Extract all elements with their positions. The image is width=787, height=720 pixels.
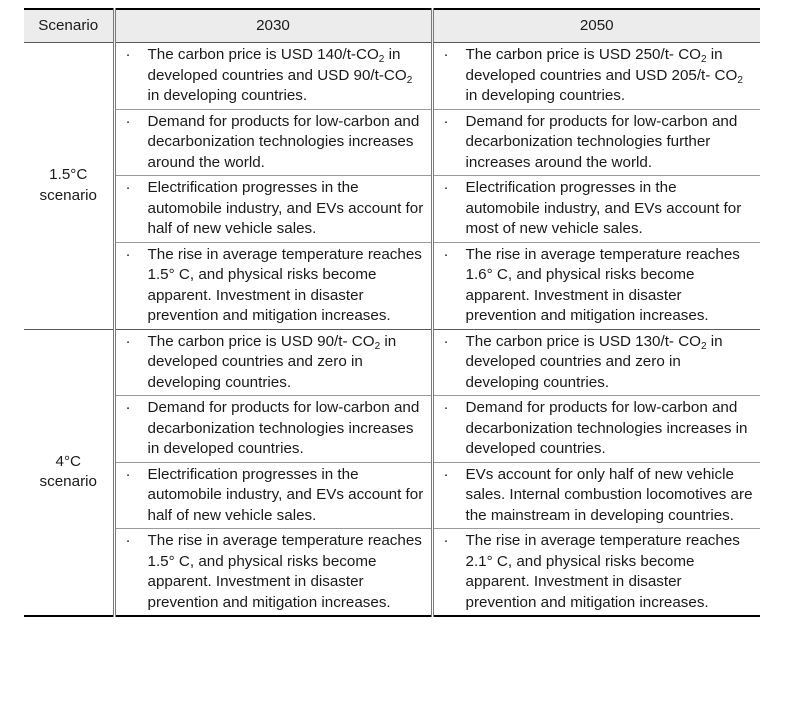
bullet-icon: · bbox=[443, 465, 449, 483]
list-item: · Demand for products for low-carbon and … bbox=[433, 395, 760, 462]
bullet-icon: · bbox=[125, 532, 131, 549]
bullet-icon: · bbox=[125, 465, 131, 483]
list-item: · EVs account for only half of new vehicl… bbox=[433, 461, 760, 529]
list-item: · The rise in average temperature reaches… bbox=[433, 241, 760, 329]
bullet-icon: · bbox=[443, 532, 449, 549]
list-item: · Demand for products for low-carbon and … bbox=[115, 395, 431, 462]
scenario-label-4c: 4°C scenario bbox=[24, 328, 116, 617]
bullet-icon: · bbox=[443, 46, 449, 63]
list-item: · The rise in average temperature reaches… bbox=[115, 528, 431, 615]
scenario-label-1-5c: 1.5°C scenario bbox=[24, 42, 116, 330]
list-item: · Electrification progresses in the autom… bbox=[433, 175, 760, 242]
header-2030: 2030 bbox=[114, 8, 434, 43]
header-row: Scenario 2030 2050 bbox=[24, 8, 760, 43]
bullet-icon: · bbox=[125, 332, 131, 350]
bullet-icon: · bbox=[443, 112, 449, 130]
bullet-icon: · bbox=[125, 112, 131, 130]
cell-4c-2050: · The carbon price is USD 130/t- CO2 in d… bbox=[432, 328, 760, 617]
list-item: · The carbon price is USD 90/t- CO2 in de… bbox=[125, 332, 397, 391]
cell-1-5c-2050: · The carbon price is USD 250/t- CO2 in d… bbox=[432, 42, 760, 330]
table-row: 1.5°C scenario · The carbon price is USD … bbox=[24, 42, 760, 330]
cell-4c-2030: · The carbon price is USD 90/t- CO2 in de… bbox=[114, 328, 434, 617]
list-item: · Demand for products for low-carbon and … bbox=[433, 108, 760, 176]
bullet-icon: · bbox=[125, 399, 131, 416]
scenario-name: 4°C bbox=[55, 452, 82, 470]
bullet-icon: · bbox=[443, 179, 449, 196]
bullet-icon: · bbox=[125, 179, 131, 196]
list-item: · Electrification progresses in the autom… bbox=[115, 461, 431, 529]
list-item: · The carbon price is USD 140/t-CO2 in de… bbox=[125, 46, 413, 104]
list-item: · The carbon price is USD 130/t- CO2 in d… bbox=[443, 332, 723, 391]
list-item: · Electrification progresses in the autom… bbox=[115, 175, 431, 242]
bullet-icon: · bbox=[443, 399, 449, 416]
list-item: · The carbon price is USD 250/t- CO2 in d… bbox=[443, 46, 743, 104]
scenario-suffix: scenario bbox=[39, 473, 97, 491]
bullet-icon: · bbox=[443, 332, 449, 350]
bullet-icon: · bbox=[443, 245, 449, 263]
bullet-icon: · bbox=[125, 245, 131, 263]
header-scenario: Scenario bbox=[24, 8, 116, 43]
list-item: · Demand for products for low-carbon and … bbox=[115, 108, 431, 176]
list-item: · The rise in average temperature reaches… bbox=[115, 241, 431, 329]
table-row: 4°C scenario · The carbon price is USD 90… bbox=[24, 328, 760, 617]
bullet-icon: · bbox=[125, 46, 131, 63]
header-2050: 2050 bbox=[432, 8, 760, 43]
scenario-name: 1.5°C bbox=[49, 166, 88, 184]
scenario-suffix: scenario bbox=[39, 186, 97, 204]
scenario-table: Scenario 2030 2050 1.5°C scenario · The c… bbox=[24, 8, 760, 617]
cell-1-5c-2030: · The carbon price is USD 140/t-CO2 in de… bbox=[114, 42, 434, 330]
list-item: · The rise in average temperature reaches… bbox=[433, 528, 760, 615]
